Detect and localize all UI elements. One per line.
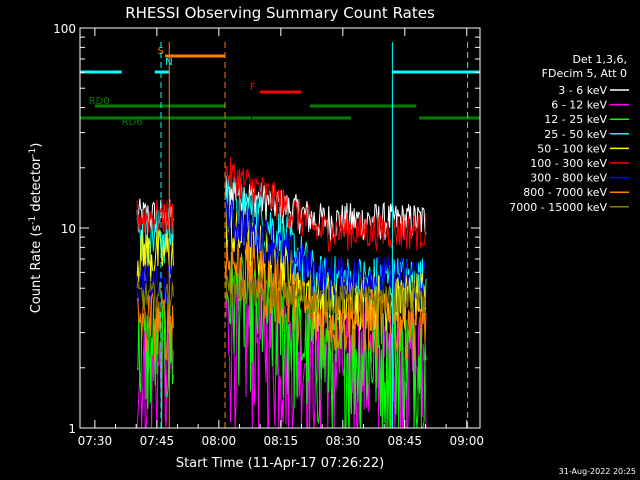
legend-label-5: 100 - 300 keV — [530, 157, 607, 170]
x-tick-label-5: 08:45 — [387, 434, 422, 448]
y-axis-label-main: Count Rate (s — [29, 225, 44, 314]
chart-title: RHESSI Observing Summary Count Rates — [125, 4, 435, 22]
x-tick-label-4: 08:30 — [326, 434, 361, 448]
legend: Det 1,3,6, FDecim 5, Att 0 3 - 6 keV 6 - … — [509, 53, 629, 214]
flag-bars: RD0RD6SNF — [80, 46, 480, 128]
flag-label-rd0: RD0 — [89, 96, 110, 107]
x-tick-label-0: 07:30 — [78, 434, 113, 448]
legend-label-6: 300 - 800 keV — [530, 172, 607, 185]
y-ticks: 1 10 100 — [53, 22, 480, 436]
y-tick-label-1: 10 — [61, 222, 76, 236]
legend-header-2: FDecim 5, Att 0 — [542, 67, 627, 80]
series-5-segment-1 — [136, 198, 174, 235]
y-axis-label: Count Rate (s-1 detector-1) — [28, 143, 44, 314]
y-axis-label-end: ) — [29, 143, 44, 148]
y-tick-label-2: 100 — [53, 22, 76, 36]
legend-label-1: 6 - 12 keV — [551, 99, 607, 112]
x-tick-label-1: 07:45 — [140, 434, 175, 448]
series-4-segment-1 — [136, 228, 174, 283]
x-tick-label-2: 08:00 — [202, 434, 237, 448]
x-tick-label-6: 09:00 — [449, 434, 484, 448]
series-8-segment-1 — [136, 281, 174, 314]
x-tick-label-3: 08:15 — [264, 434, 299, 448]
legend-header-1: Det 1,3,6, — [572, 53, 627, 66]
y-axis-label-mid: detector — [29, 156, 44, 216]
y-tick-label-0: 1 — [68, 422, 76, 436]
flag-label-s: S — [158, 46, 164, 57]
legend-label-2: 12 - 25 keV — [544, 113, 607, 126]
flag-label-f: F — [250, 82, 256, 93]
legend-label-4: 50 - 100 keV — [537, 142, 607, 155]
legend-label-0: 3 - 6 keV — [558, 84, 607, 97]
x-axis-label: Start Time (11-Apr-17 07:26:22) — [176, 456, 384, 471]
legend-label-8: 7000 - 15000 keV — [509, 201, 607, 214]
legend-label-3: 25 - 50 keV — [544, 128, 607, 141]
series-7-segment-1 — [136, 291, 174, 362]
legend-label-7: 800 - 7000 keV — [523, 186, 607, 199]
flag-label-rd6: RD6 — [122, 117, 143, 128]
footer-date: 31-Aug-2022 20:25 — [559, 467, 636, 476]
y-axis-label-sup2: -1 — [28, 148, 38, 157]
series-layer — [136, 157, 427, 429]
x-ticks: 07:30 07:45 08:00 08:15 08:30 08:45 09:00 — [78, 28, 484, 448]
y-axis-label-sup1: -1 — [28, 216, 38, 225]
